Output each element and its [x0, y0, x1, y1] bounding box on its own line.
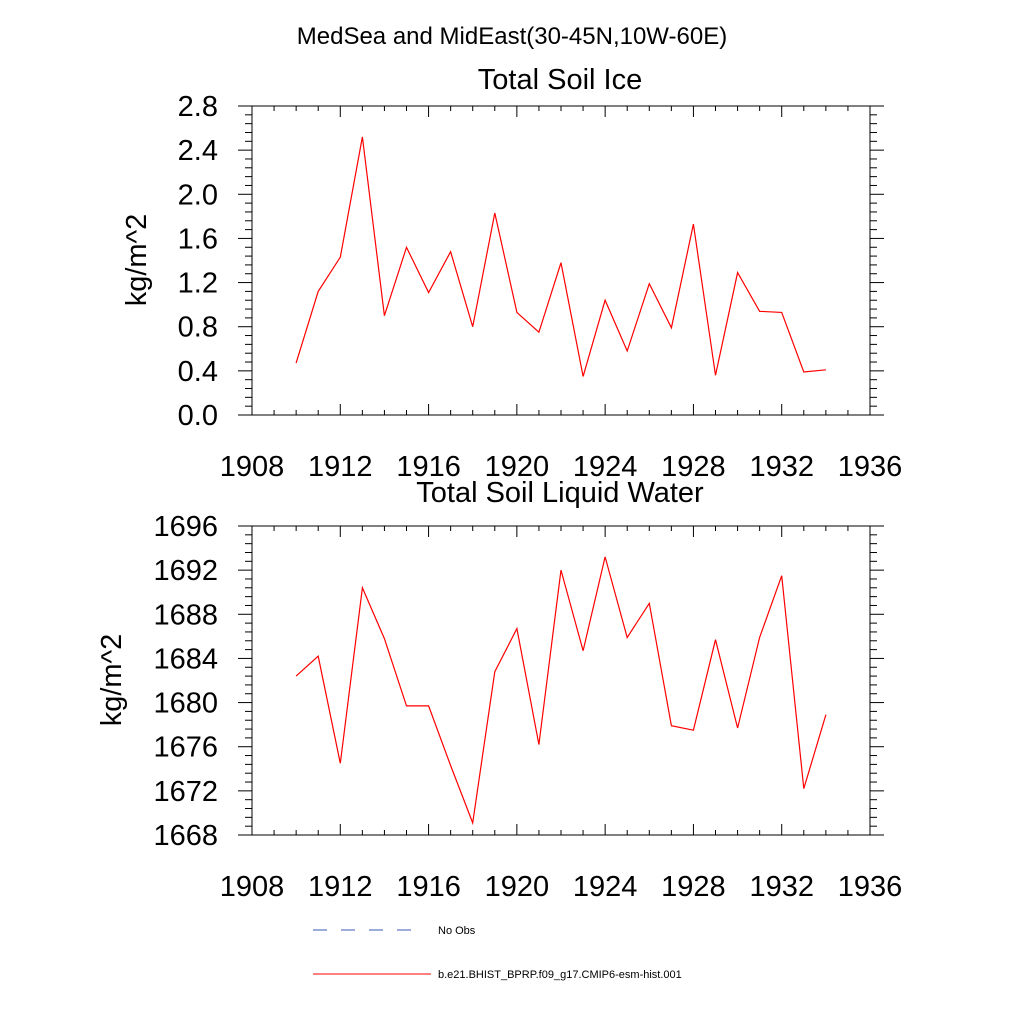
x-tick-label: 1924 — [573, 871, 638, 903]
series-line — [295, 556, 827, 826]
y-tick-label: 1.6 — [178, 223, 218, 255]
series-line — [295, 136, 826, 377]
figure-title: MedSea and MidEast(30-45N,10W-60E) — [297, 23, 727, 50]
panel-total-soil-liquid-water: Total Soil Liquid Water kg/m^2 1908 1912 1… — [96, 477, 902, 903]
x-tick-label: 1920 — [485, 871, 550, 903]
x-tick-label: 1912 — [308, 451, 373, 483]
x-tick-label: 1908 — [220, 451, 285, 483]
y-tick-label: 1.2 — [178, 268, 218, 300]
y-tick-label: 1672 — [153, 776, 218, 808]
x-tick-label: 1916 — [396, 871, 461, 903]
x-tick-label: 1912 — [308, 871, 373, 903]
y-tick-label: 2.4 — [178, 135, 218, 167]
y-tick-label: 0.8 — [178, 312, 218, 344]
y-axis-label: kg/m^2 — [96, 634, 128, 727]
x-tick-label: 1932 — [749, 871, 814, 903]
legend: No Obs b.e21.BHIST_BPRP.f09_g17.CMIP6-es… — [313, 925, 682, 981]
y-tick-label: 1684 — [153, 643, 218, 675]
x-tick-label: 1936 — [838, 871, 903, 903]
legend-label-model: b.e21.BHIST_BPRP.f09_g17.CMIP6-esm-hist.… — [438, 969, 682, 981]
y-tick-label: 1668 — [153, 820, 218, 852]
panel-title: Total Soil Ice — [478, 64, 642, 96]
x-tick-label: 1932 — [749, 451, 814, 483]
legend-label-no-obs: No Obs — [438, 925, 476, 937]
x-tick-label: 1916 — [396, 451, 461, 483]
y-tick-label: 1676 — [153, 732, 218, 764]
x-tick-label: 1928 — [661, 451, 726, 483]
panel-title: Total Soil Liquid Water — [416, 477, 704, 509]
x-tick-label: 1908 — [220, 871, 285, 903]
y-tick-label: 2.0 — [178, 179, 218, 211]
x-tick-label: 1928 — [661, 871, 726, 903]
x-tick-label: 1924 — [573, 451, 638, 483]
y-tick-label: 1680 — [153, 688, 218, 720]
y-axis-label: kg/m^2 — [121, 214, 153, 307]
panel-total-soil-ice: Total Soil Ice kg/m^2 1908 1912 1916 1920 19… — [121, 64, 902, 483]
y-tick-label: 0.0 — [178, 400, 218, 432]
y-tick-label: 1692 — [153, 555, 218, 587]
y-tick-label: 2.8 — [178, 91, 218, 123]
x-tick-label: 1936 — [838, 451, 903, 483]
y-tick-label: 1688 — [153, 599, 218, 631]
plot-frame — [251, 105, 871, 416]
y-tick-label: 0.4 — [178, 356, 218, 388]
y-tick-label: 1696 — [153, 511, 218, 543]
x-tick-label: 1920 — [485, 451, 550, 483]
